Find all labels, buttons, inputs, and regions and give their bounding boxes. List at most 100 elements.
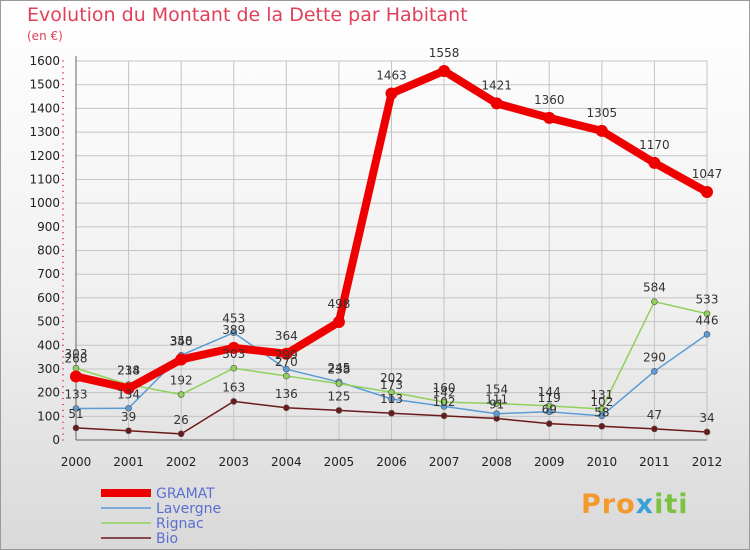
data-label-bio: 51 xyxy=(68,407,83,421)
data-label-lavergne: 111 xyxy=(485,393,508,407)
data-point-bio xyxy=(177,430,185,438)
x-tick-label: 2005 xyxy=(324,455,355,469)
data-label-rignac: 144 xyxy=(538,385,561,399)
data-point-rignac xyxy=(335,380,343,387)
data-point-lavergne xyxy=(125,404,132,412)
data-point-lavergne xyxy=(703,331,711,338)
data-label-lavergne: 290 xyxy=(643,350,666,364)
data-label-rignac: 154 xyxy=(485,383,508,397)
data-point-gramat xyxy=(648,156,661,169)
x-tick-label: 2007 xyxy=(429,455,460,469)
y-tick-label: 600 xyxy=(37,291,60,305)
data-point-bio xyxy=(545,420,553,427)
data-label-bio: 69 xyxy=(542,403,557,417)
data-label-rignac: 584 xyxy=(643,281,666,295)
data-label-lavergne: 446 xyxy=(696,313,719,327)
x-tick-label: 2000 xyxy=(61,455,92,469)
y-tick-label: 1000 xyxy=(29,196,60,210)
data-point-rignac xyxy=(493,400,500,407)
data-point-bio xyxy=(598,422,606,430)
data-label-gramat: 1463 xyxy=(376,68,407,82)
data-point-lavergne xyxy=(598,412,606,420)
data-label-bio: 26 xyxy=(174,413,189,427)
x-tick-label: 2001 xyxy=(113,455,144,469)
x-tick-label: 2010 xyxy=(587,455,618,469)
x-tick-label: 2004 xyxy=(271,455,302,469)
data-label-rignac: 192 xyxy=(170,374,193,388)
series-layer xyxy=(70,64,713,438)
logo-part-3: iti xyxy=(654,489,689,520)
data-point-lavergne xyxy=(72,405,80,412)
data-label-gramat: 268 xyxy=(65,352,88,366)
data-point-gramat xyxy=(595,124,608,137)
data-label-lavergne: 134 xyxy=(117,387,140,401)
data-point-rignac xyxy=(651,298,658,305)
data-point-rignac xyxy=(545,402,553,410)
data-label-gramat: 1558 xyxy=(429,46,460,60)
logo-part-2: x xyxy=(635,489,655,520)
data-point-gramat xyxy=(122,382,135,395)
y-tick-label: 700 xyxy=(37,267,60,281)
axes: 0 100 200 300 400 500 600 700 800 900 1000 1100 1200… xyxy=(29,54,722,469)
data-label-bio: 47 xyxy=(647,408,662,422)
data-label-lavergne: 133 xyxy=(65,387,88,401)
y-tick-label: 1200 xyxy=(29,149,60,163)
x-tick-label: 2003 xyxy=(218,455,249,469)
data-point-gramat xyxy=(227,341,240,354)
y-tick-label: 100 xyxy=(37,409,60,423)
data-point-rignac xyxy=(703,310,711,318)
data-label-lavergne: 453 xyxy=(222,312,245,326)
data-label-bio: 163 xyxy=(222,380,245,394)
x-tick-label: 2009 xyxy=(534,455,565,469)
data-point-bio xyxy=(703,428,711,436)
data-label-bio: 39 xyxy=(121,410,136,424)
data-point-rignac xyxy=(598,405,606,413)
y-tick-label: 1600 xyxy=(29,54,60,68)
data-label-gramat: 389 xyxy=(222,323,245,337)
data-point-rignac xyxy=(283,372,290,380)
data-label-bio: 58 xyxy=(594,405,609,419)
data-point-rignac xyxy=(440,398,448,406)
data-point-lavergne xyxy=(388,395,395,403)
y-tick-label: 1300 xyxy=(29,125,60,139)
y-tick-label: 400 xyxy=(37,338,60,352)
data-label-rignac: 533 xyxy=(696,293,719,307)
data-label-gramat: 218 xyxy=(117,363,140,377)
data-point-bio xyxy=(72,424,80,432)
data-label-lavergne: 119 xyxy=(538,391,561,405)
x-tick-label: 2002 xyxy=(166,455,197,469)
data-label-gramat: 340 xyxy=(170,334,193,348)
data-label-bio: 125 xyxy=(327,389,350,403)
data-label-lavergne: 102 xyxy=(590,395,613,409)
data-point-lavergne xyxy=(651,368,658,375)
data-label-rignac: 270 xyxy=(275,355,298,369)
data-point-bio xyxy=(283,404,290,412)
data-point-rignac xyxy=(72,364,80,372)
x-tick-label: 2012 xyxy=(692,455,723,469)
data-label-bio: 34 xyxy=(699,411,714,425)
data-label-rignac: 160 xyxy=(433,381,456,395)
data-point-gramat xyxy=(438,64,451,77)
data-point-bio xyxy=(651,425,658,433)
data-label-rignac: 303 xyxy=(222,347,245,361)
data-point-gramat xyxy=(385,87,398,100)
data-point-gramat xyxy=(332,316,345,329)
data-point-rignac xyxy=(388,388,395,396)
data-label-bio: 113 xyxy=(380,392,403,406)
data-label-lavergne: 358 xyxy=(170,334,193,348)
legend-label-lavergne: Lavergne xyxy=(156,501,221,517)
data-point-gramat xyxy=(543,111,556,124)
legend-label-gramat: GRAMAT xyxy=(156,486,215,502)
data-point-gramat xyxy=(701,185,713,198)
data-point-bio xyxy=(440,412,448,420)
y-tick-label: 800 xyxy=(37,244,60,258)
proxiti-logo: Proxiti xyxy=(581,489,689,520)
logo-part-1: Pro xyxy=(581,489,636,520)
data-point-gramat xyxy=(280,347,293,360)
legend-label-bio: Bio xyxy=(156,531,178,547)
x-tick-label: 2006 xyxy=(376,455,407,469)
chart-title: Evolution du Montant de la Dette par Hab… xyxy=(27,4,468,26)
y-tick-label: 1400 xyxy=(29,101,60,115)
